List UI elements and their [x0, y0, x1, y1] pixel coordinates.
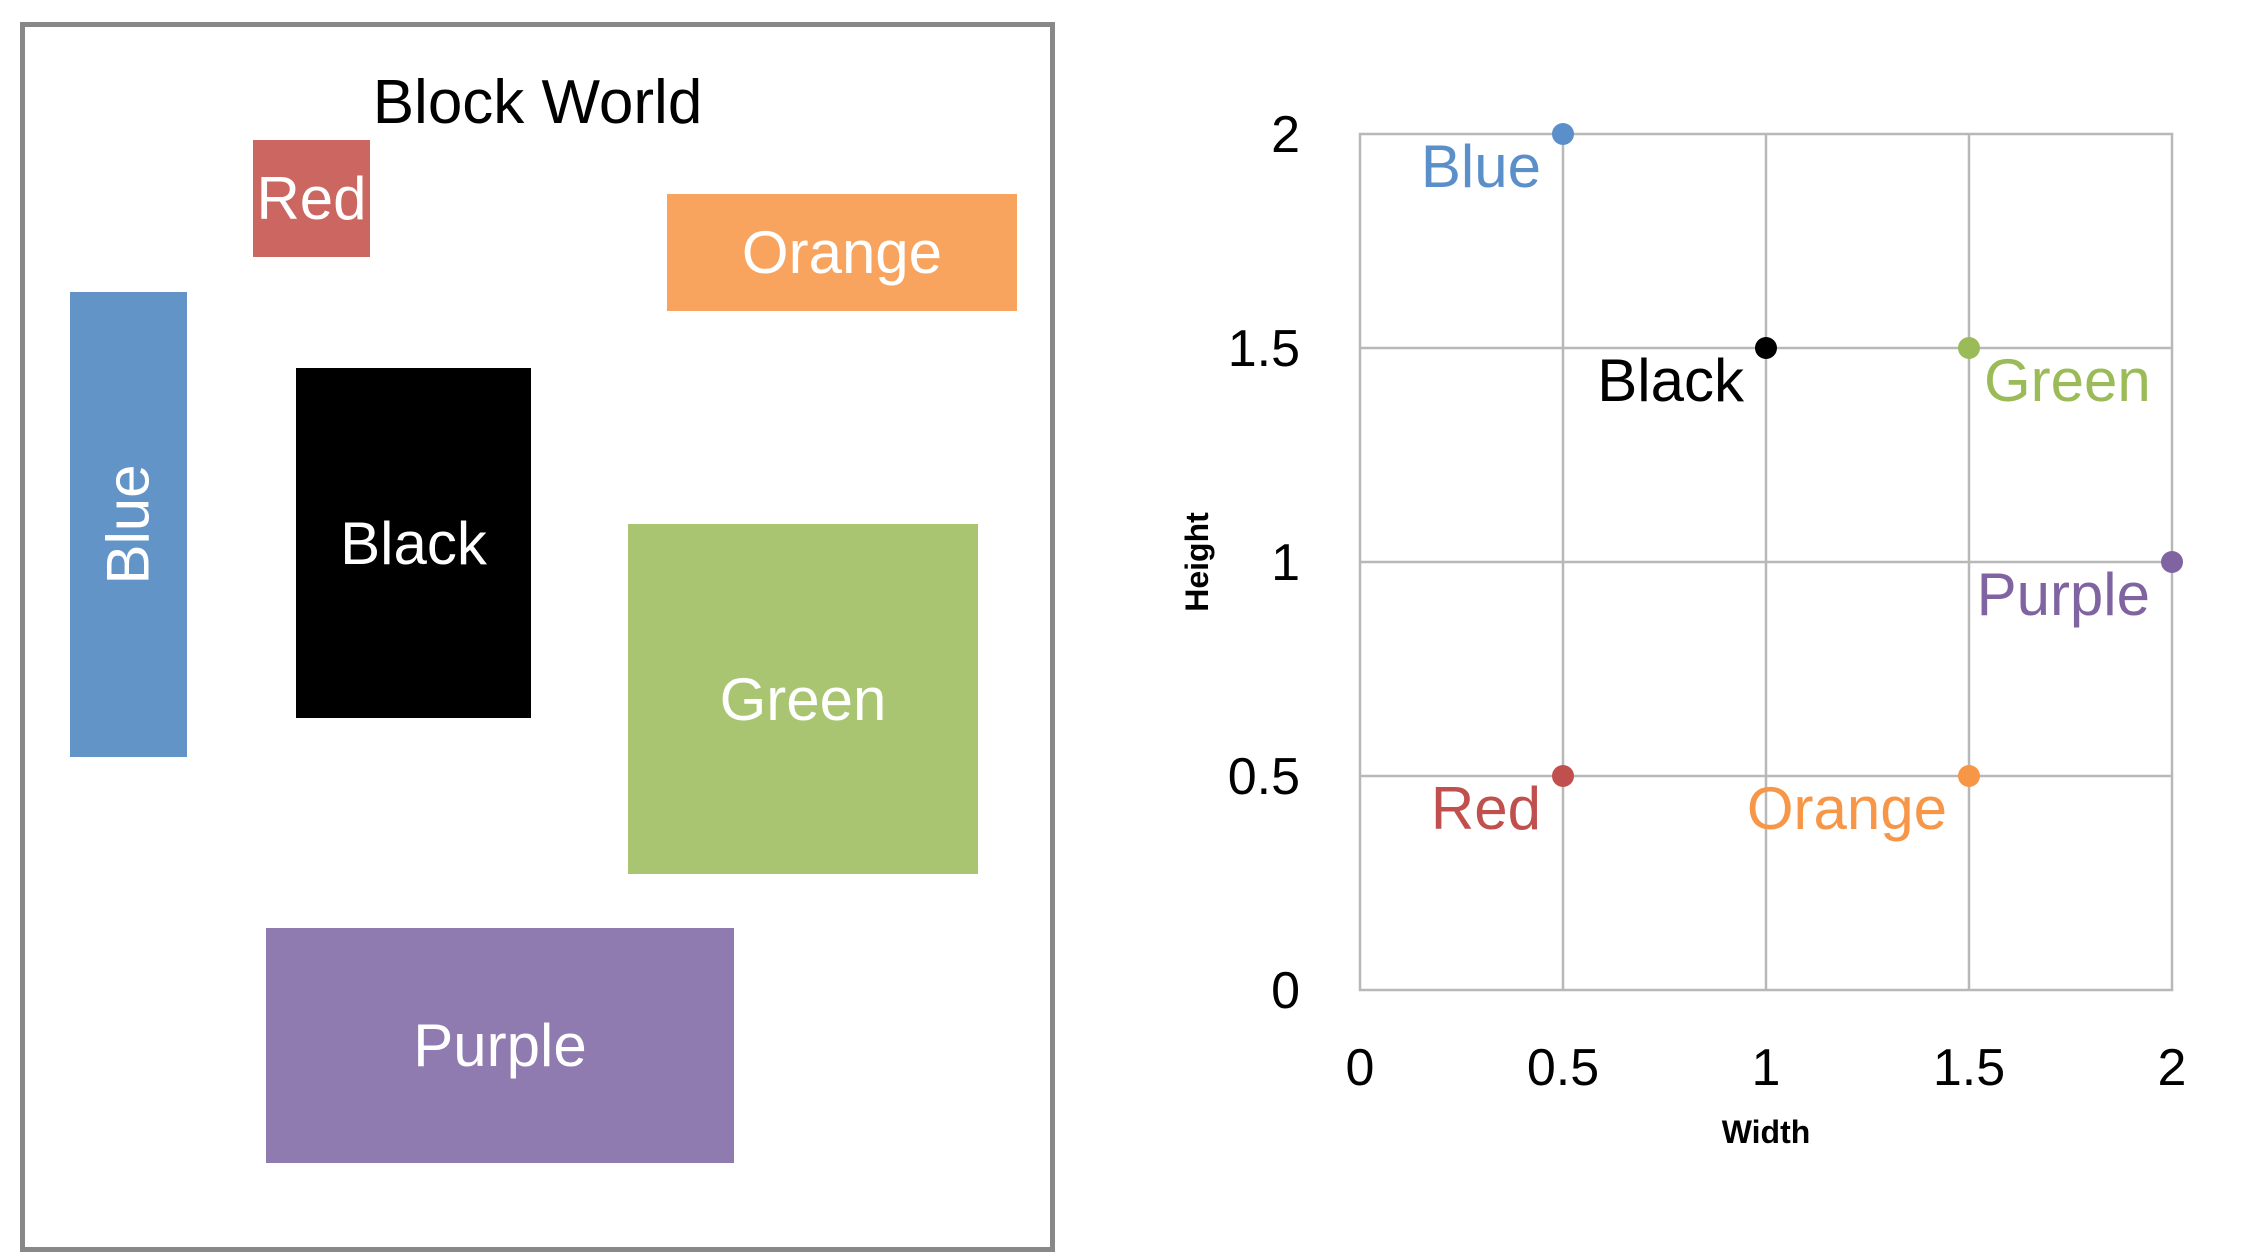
y-tick-label: 1.5 [1228, 320, 1300, 378]
point-orange [1958, 765, 1980, 787]
block-orange: Orange [667, 194, 1017, 311]
y-tick-label: 0 [1271, 962, 1300, 1020]
point-label-green: Green [1984, 347, 2151, 414]
point-label-black: Black [1597, 347, 1745, 414]
block-black-label: Black [340, 509, 487, 577]
block-purple: Purple [266, 928, 734, 1163]
block-purple-label: Purple [413, 1012, 587, 1079]
y-tick-label: 1 [1271, 534, 1300, 592]
x-tick-label: 0.5 [1527, 1039, 1599, 1097]
y-tick-label: 2 [1271, 106, 1300, 164]
block-blue: Blue [70, 292, 187, 757]
block-red-label: Red [256, 165, 367, 232]
point-green [1958, 337, 1980, 359]
block-world-panel: Block World Red Orange Blue Black Green … [20, 22, 1055, 1252]
x-tick-label: 2 [2158, 1039, 2187, 1097]
block-black: Black [296, 368, 531, 718]
block-green: Green [628, 524, 978, 874]
point-label-orange: Orange [1747, 775, 1947, 842]
block-green-label: Green [719, 665, 887, 733]
y-axis-title: Height [1179, 512, 1215, 612]
point-label-purple: Purple [1977, 561, 2150, 628]
point-label-blue: Blue [1421, 133, 1541, 200]
x-tick-label: 1.5 [1933, 1039, 2005, 1097]
point-black [1755, 337, 1777, 359]
block-world-title: Block World [372, 68, 703, 137]
block-red: Red [253, 140, 370, 257]
point-red [1552, 765, 1574, 787]
x-axis-title: Width [1722, 1114, 1811, 1150]
point-blue [1552, 123, 1574, 145]
block-orange-label: Orange [741, 219, 943, 286]
point-label-red: Red [1431, 775, 1541, 842]
point-purple [2161, 551, 2183, 573]
x-tick-label: 1 [1752, 1039, 1781, 1097]
x-tick-label: 0 [1346, 1039, 1375, 1097]
y-tick-label: 0.5 [1228, 748, 1300, 806]
